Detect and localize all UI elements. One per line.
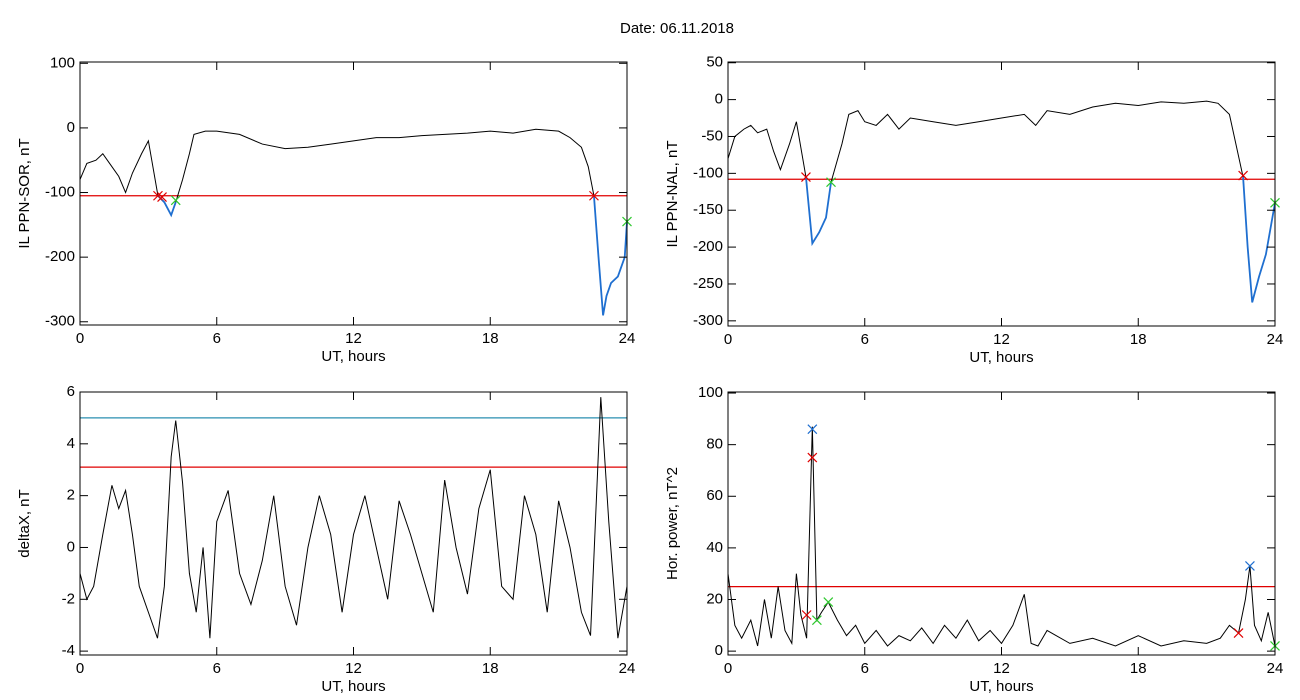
y-tick-label: -100 xyxy=(45,183,75,200)
y-tick-label: 0 xyxy=(715,91,723,108)
x-tick-label: 12 xyxy=(993,660,1010,677)
y-tick-label: 0 xyxy=(67,538,75,555)
x-tick-label: 6 xyxy=(213,660,221,677)
data-line xyxy=(805,176,1276,303)
data-line xyxy=(79,128,628,316)
data-line xyxy=(727,426,1276,647)
x-tick-label: 18 xyxy=(1130,331,1147,348)
y-tick-label: 100 xyxy=(50,54,75,71)
x-tick-label: 12 xyxy=(345,660,362,677)
marker xyxy=(807,452,818,463)
x-tick-label: 24 xyxy=(619,330,636,347)
x-tick-label: 24 xyxy=(1267,331,1284,348)
y-axis-label: IL PPN-SOR, nT xyxy=(16,138,33,248)
y-tick-label: 100 xyxy=(698,384,723,401)
y-tick-label: -200 xyxy=(45,248,75,265)
marker xyxy=(807,424,818,435)
marker xyxy=(589,190,599,201)
x-tick-label: 12 xyxy=(993,331,1010,348)
x-tick-label: 18 xyxy=(482,660,499,677)
y-tick-label: 20 xyxy=(706,590,723,607)
marker xyxy=(823,597,834,608)
y-tick-label: 50 xyxy=(706,54,723,71)
y-tick-label: 40 xyxy=(706,539,723,556)
marker xyxy=(157,192,167,202)
marker xyxy=(801,172,811,182)
x-axis-label: UT, hours xyxy=(969,678,1033,695)
y-tick-label: 80 xyxy=(706,436,723,453)
y-axis-label: deltaX, nT xyxy=(16,489,33,557)
figure-title: Date: 06.11.2018 xyxy=(620,20,734,37)
marker xyxy=(1233,628,1244,638)
x-tick-label: 24 xyxy=(619,660,636,677)
y-tick-label: -200 xyxy=(693,238,723,255)
marker xyxy=(170,195,181,206)
x-tick-label: 0 xyxy=(76,330,84,347)
x-axis-label: UT, hours xyxy=(969,349,1033,366)
x-tick-label: 24 xyxy=(1267,660,1284,677)
x-tick-label: 6 xyxy=(861,660,869,677)
y-tick-label: -50 xyxy=(701,127,723,144)
y-tick-label: 6 xyxy=(67,383,75,400)
marker xyxy=(811,615,822,626)
y-tick-label: -300 xyxy=(45,313,75,330)
y-tick-label: -2 xyxy=(62,590,75,607)
y-tick-label: -4 xyxy=(62,642,75,659)
x-tick-label: 0 xyxy=(724,331,732,348)
y-tick-label: -100 xyxy=(693,164,723,181)
y-tick-label: 0 xyxy=(67,119,75,136)
y-tick-label: 60 xyxy=(706,487,723,504)
marker xyxy=(801,610,812,620)
x-tick-label: 12 xyxy=(345,330,362,347)
y-tick-label: -250 xyxy=(693,275,723,292)
x-tick-label: 6 xyxy=(213,330,221,347)
x-tick-label: 0 xyxy=(76,660,84,677)
x-axis-label: UT, hours xyxy=(321,678,385,695)
y-tick-label: -300 xyxy=(693,312,723,329)
x-axis-label: UT, hours xyxy=(321,348,385,365)
data-line xyxy=(727,100,1276,303)
y-axis-label: Hor. power, nT^2 xyxy=(664,467,681,580)
y-tick-label: 0 xyxy=(715,642,723,659)
x-tick-label: 0 xyxy=(724,660,732,677)
y-tick-label: -150 xyxy=(693,201,723,218)
marker xyxy=(826,177,836,188)
data-line xyxy=(79,397,628,639)
marker xyxy=(1238,170,1249,181)
marker xyxy=(1245,561,1255,571)
y-axis-label: IL PPN-NAL, nT xyxy=(664,141,681,248)
x-tick-label: 6 xyxy=(861,331,869,348)
y-tick-label: 2 xyxy=(67,487,75,504)
x-tick-label: 18 xyxy=(482,330,499,347)
y-tick-label: 4 xyxy=(67,435,75,452)
x-tick-label: 18 xyxy=(1130,660,1147,677)
